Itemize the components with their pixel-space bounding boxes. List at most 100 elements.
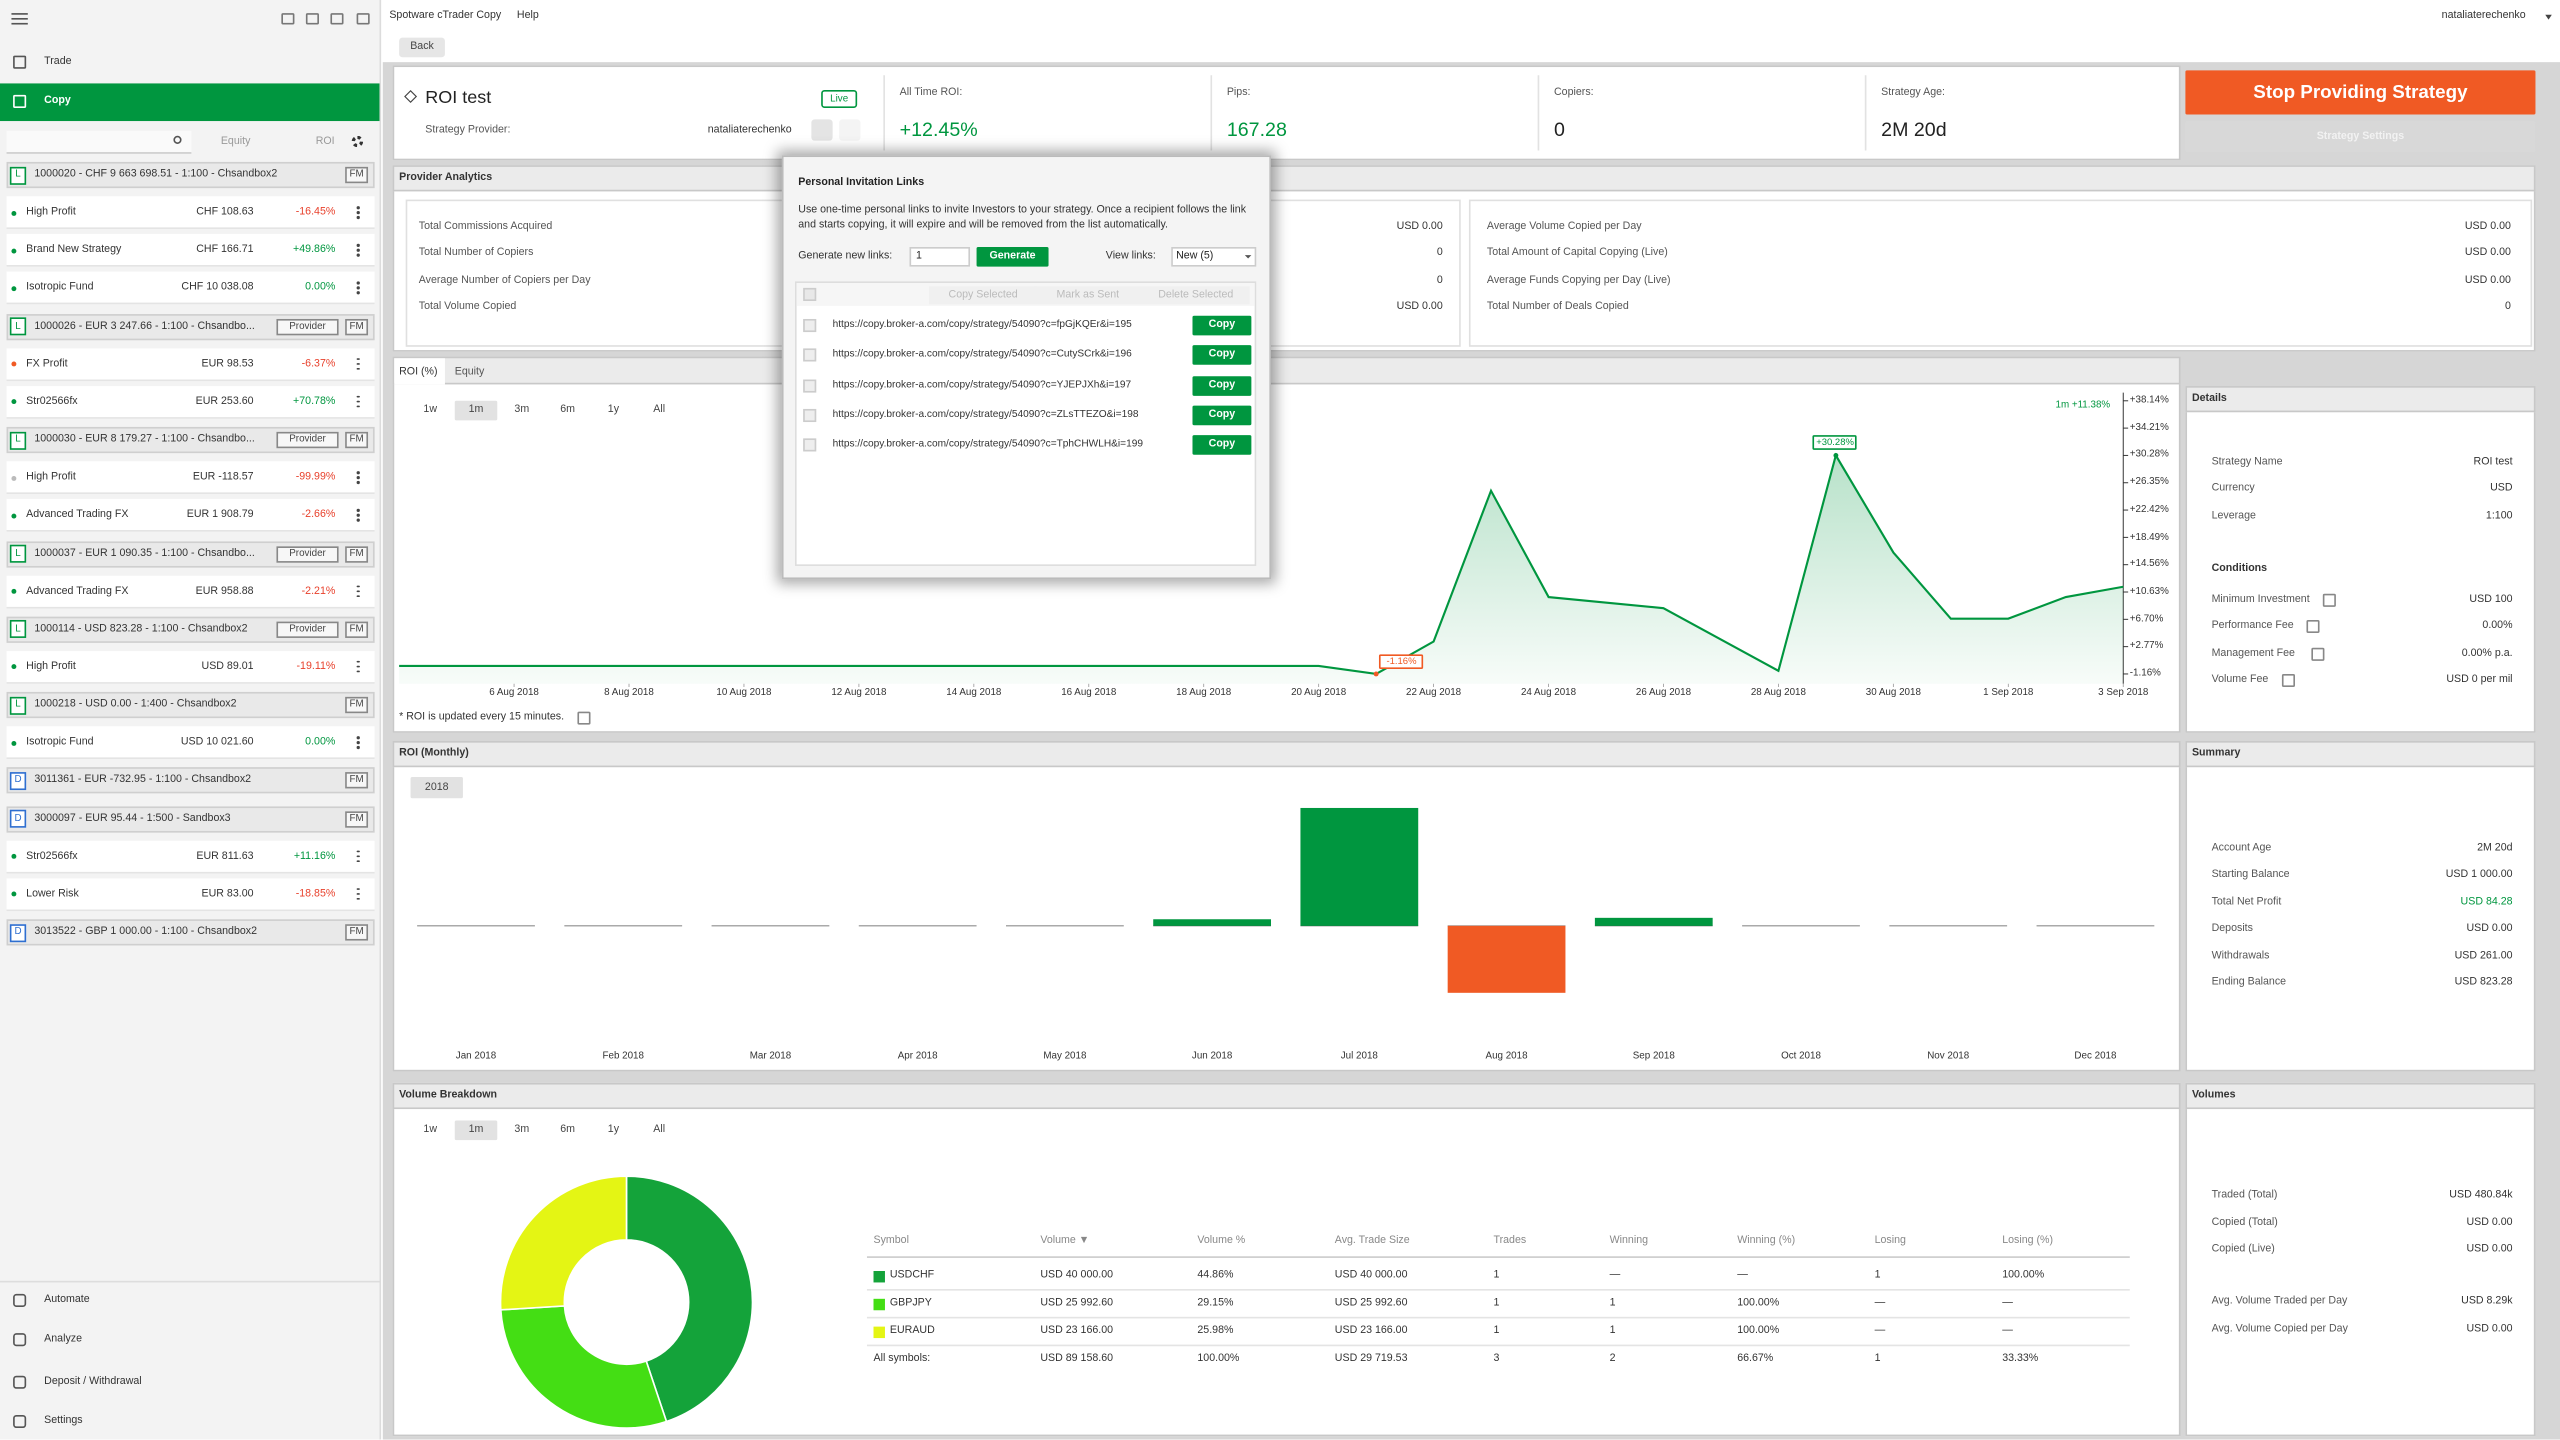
account-row[interactable] xyxy=(6,767,375,794)
menu-dot[interactable] xyxy=(356,670,360,674)
copy-button[interactable] xyxy=(1192,345,1252,366)
menu-dot[interactable] xyxy=(356,471,360,474)
account-row[interactable] xyxy=(6,692,375,719)
menu-dot[interactable] xyxy=(356,514,360,517)
strategy-row[interactable] xyxy=(6,575,375,608)
info-icon[interactable] xyxy=(2281,673,2296,688)
checkbox[interactable] xyxy=(803,287,817,301)
menu-dot[interactable] xyxy=(356,585,360,588)
period-button[interactable]: 3m xyxy=(514,404,530,416)
checkbox[interactable] xyxy=(803,408,817,422)
menu-dot[interactable] xyxy=(356,519,360,522)
stop-button[interactable] xyxy=(2185,70,2536,115)
menu-dot[interactable] xyxy=(356,400,360,404)
checkbox[interactable] xyxy=(803,438,817,452)
info-icon[interactable] xyxy=(2306,619,2320,634)
nav-item[interactable]: Analyze xyxy=(44,1333,82,1345)
user-menu[interactable]: nataliaterechenko xyxy=(2441,9,2526,22)
nav-item[interactable]: Deposit / Withdrawal xyxy=(44,1375,142,1388)
menu-dot[interactable] xyxy=(356,665,360,669)
menu-dot[interactable] xyxy=(356,892,360,896)
menu-dot[interactable] xyxy=(356,254,360,257)
checkbox[interactable] xyxy=(803,318,817,333)
account-row[interactable] xyxy=(6,919,375,946)
toolbar-icon[interactable] xyxy=(305,13,319,25)
action-button[interactable] xyxy=(1033,286,1142,305)
nav-item[interactable]: Automate xyxy=(44,1293,90,1306)
menu-dot[interactable] xyxy=(356,741,360,744)
account-row[interactable] xyxy=(6,805,375,832)
period-button[interactable]: 1m xyxy=(468,404,484,416)
settings-gear[interactable] xyxy=(351,135,364,148)
toolbar-icon[interactable] xyxy=(281,13,295,25)
count-input[interactable] xyxy=(909,247,971,267)
menu-dot[interactable] xyxy=(356,481,360,484)
strategy-row[interactable] xyxy=(6,726,375,760)
menu-dot[interactable] xyxy=(356,855,360,858)
strategy-row[interactable] xyxy=(6,650,375,684)
period-button[interactable]: 1y xyxy=(607,404,620,416)
strategy-row[interactable] xyxy=(6,234,375,268)
strategy-row[interactable] xyxy=(6,878,375,911)
menu-dot[interactable] xyxy=(356,282,360,285)
chart-tab[interactable]: Equity xyxy=(454,366,485,378)
action-button[interactable] xyxy=(929,286,1038,305)
period-button[interactable]: 1w xyxy=(423,1123,438,1136)
checkbox[interactable] xyxy=(803,348,817,362)
period-button[interactable]: 1m xyxy=(468,1123,484,1136)
menu-dot[interactable] xyxy=(356,249,360,252)
strategy-row[interactable] xyxy=(6,840,375,873)
action-button[interactable] xyxy=(1141,286,1250,305)
menu-dot[interactable] xyxy=(356,887,360,891)
embed-button[interactable] xyxy=(839,119,861,141)
period-button[interactable]: 3m xyxy=(514,1123,530,1136)
strategy-row[interactable] xyxy=(6,348,375,381)
strategy-row[interactable] xyxy=(6,461,375,495)
menu-dot[interactable] xyxy=(356,509,360,512)
menu-dot[interactable] xyxy=(356,286,360,290)
info-icon[interactable] xyxy=(577,711,591,725)
strategy-row[interactable] xyxy=(6,385,375,419)
chart-tab[interactable]: ROI (%) xyxy=(399,366,438,378)
menu-dot[interactable] xyxy=(356,594,360,598)
menu-dot[interactable] xyxy=(356,589,360,593)
help-menu[interactable]: Help xyxy=(516,9,539,22)
menu-dot[interactable] xyxy=(356,244,360,247)
menu-dot[interactable] xyxy=(356,395,360,399)
back-button[interactable] xyxy=(399,37,445,58)
period-button[interactable]: 1y xyxy=(607,1123,620,1136)
menu-dot[interactable] xyxy=(356,216,360,219)
menu-dot[interactable] xyxy=(356,746,360,749)
menu-dot[interactable] xyxy=(356,476,360,479)
copy-button[interactable] xyxy=(1192,315,1252,336)
menu-dot[interactable] xyxy=(356,859,360,863)
strategy-row[interactable] xyxy=(6,196,375,230)
info-icon[interactable] xyxy=(2322,593,2336,607)
copy-button[interactable] xyxy=(1192,405,1252,426)
search-box[interactable] xyxy=(6,130,192,154)
info-icon[interactable] xyxy=(2311,647,2325,661)
period-button[interactable]: All xyxy=(653,1123,666,1136)
period-button[interactable]: 1w xyxy=(423,404,438,416)
period-button[interactable]: All xyxy=(653,404,666,416)
menu-dot[interactable] xyxy=(356,736,360,739)
settings-button[interactable] xyxy=(2185,121,2536,153)
menu-dot[interactable] xyxy=(356,897,360,901)
year-button[interactable] xyxy=(410,776,463,799)
menu-dot[interactable] xyxy=(356,850,360,853)
share-button[interactable] xyxy=(811,119,833,141)
menu-dot[interactable] xyxy=(356,362,360,366)
menu-dot[interactable] xyxy=(356,206,360,209)
nav-item[interactable]: Trade xyxy=(44,55,72,68)
menu-dot[interactable] xyxy=(356,405,360,408)
nav-item[interactable]: Copy xyxy=(44,94,71,107)
nav-item[interactable]: Settings xyxy=(44,1414,83,1427)
menu-dot[interactable] xyxy=(356,660,360,664)
copy-button[interactable] xyxy=(1192,375,1252,396)
toolbar-icon[interactable] xyxy=(356,13,370,25)
generate-button[interactable] xyxy=(976,247,1049,267)
view-select[interactable] xyxy=(1171,247,1257,267)
menu-dot[interactable] xyxy=(356,291,360,295)
period-button[interactable]: 6m xyxy=(560,1123,576,1136)
menu-dot[interactable] xyxy=(356,367,360,371)
